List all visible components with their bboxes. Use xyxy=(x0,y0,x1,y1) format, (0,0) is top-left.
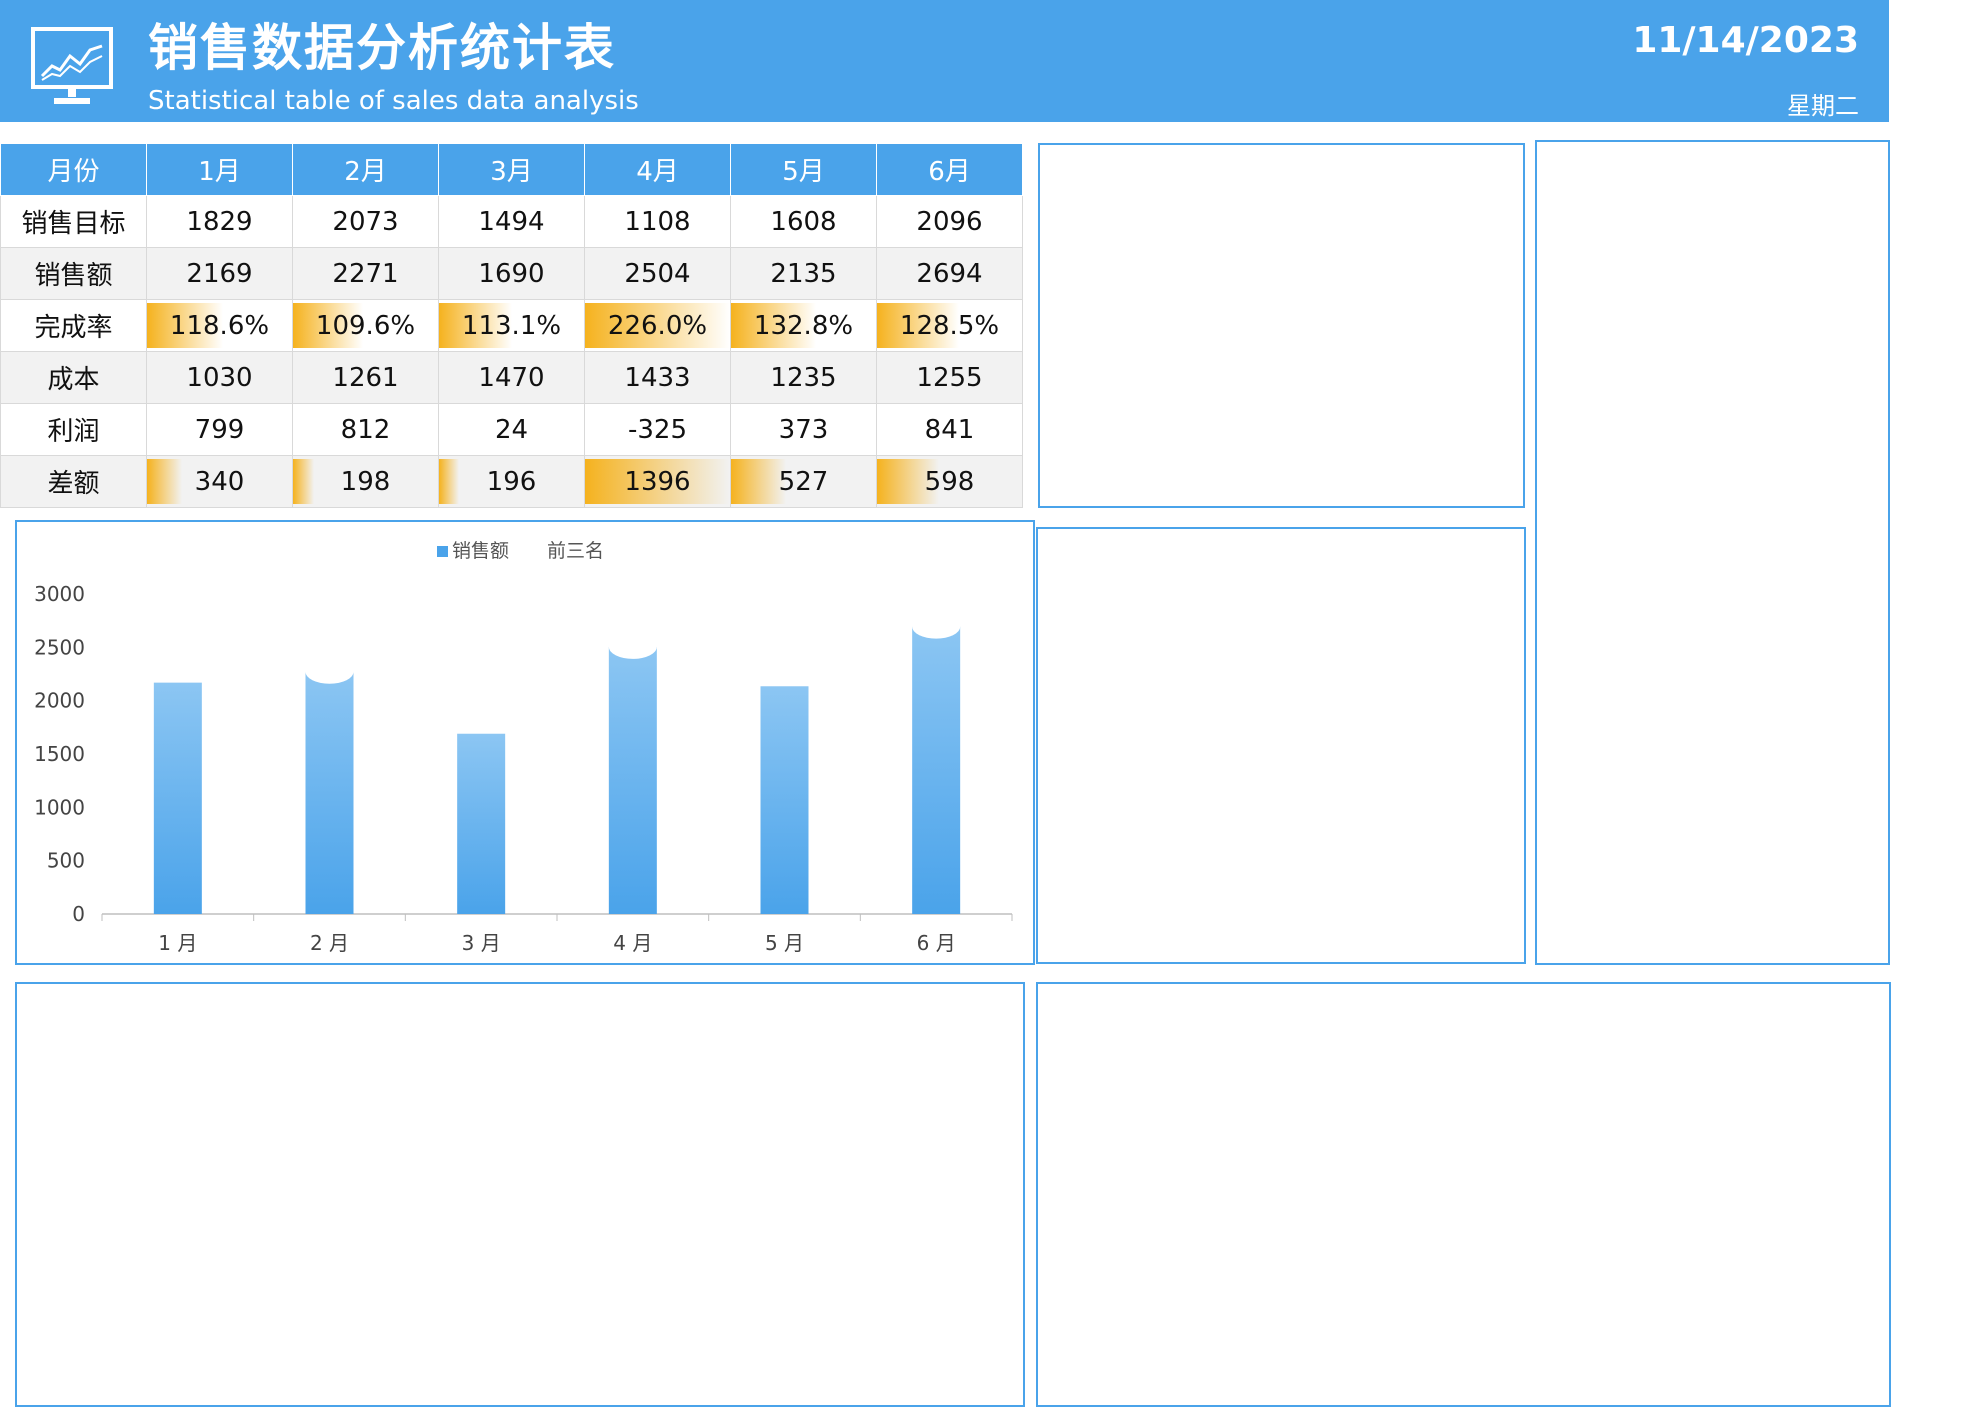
top3-marker xyxy=(305,659,354,684)
table-row: 利润 799 812 24 -325 373 841 xyxy=(0,403,1023,456)
x-tick-label: 1 月 xyxy=(158,931,197,955)
table-cell: 2096 xyxy=(876,195,1023,248)
cost-profit-panel xyxy=(1036,982,1891,1407)
profit-donut-panel xyxy=(1036,527,1526,964)
x-tick-label: 2 月 xyxy=(310,931,349,955)
row-label: 完成率 xyxy=(0,299,147,352)
table-header-month: 月份 xyxy=(0,143,147,196)
table-cell: 1108 xyxy=(584,195,731,248)
table-cell: 1235 xyxy=(730,351,877,404)
y-tick-label: 1500 xyxy=(34,742,85,766)
bar xyxy=(608,646,657,914)
top3-marker xyxy=(912,614,961,639)
x-tick-label: 4 月 xyxy=(613,931,652,955)
sales-bar-chart: 销售额 前三名 0 500 1000 1500 2000 2500 3000 1 月 2 月 3 月 4… xyxy=(34,540,1013,955)
y-tick-label: 0 xyxy=(72,902,85,926)
table-cell-databar: 132.8% xyxy=(730,299,877,352)
table-cell: 1261 xyxy=(292,351,439,404)
table-cell: 24 xyxy=(438,403,585,456)
table-row: 差额 340 198 196 1396 527 598 xyxy=(0,455,1023,508)
table-cell: 1690 xyxy=(438,247,585,300)
page-subtitle: Statistical table of sales data analysis xyxy=(148,86,639,116)
legend-label: 前三名 xyxy=(547,540,604,562)
bar xyxy=(457,733,506,914)
y-tick-label: 1000 xyxy=(34,795,85,819)
y-tick-label: 2500 xyxy=(34,635,85,659)
table-header-cell: 5月 xyxy=(730,143,877,196)
table-cell: 2694 xyxy=(876,247,1023,300)
table-header-cell: 1月 xyxy=(146,143,293,196)
top3-marker xyxy=(608,634,657,659)
row-label: 差额 xyxy=(0,455,147,508)
y-tick-label: 500 xyxy=(47,849,85,873)
table-cell: 1494 xyxy=(438,195,585,248)
table-header-cell: 3月 xyxy=(438,143,585,196)
table-header-cell: 4月 xyxy=(584,143,731,196)
table-cell-databar: 198 xyxy=(292,455,439,508)
table-cell-databar: 1396 xyxy=(584,455,731,508)
table-cell: 1255 xyxy=(876,351,1023,404)
sales-bar-panel: 销售额 前三名 0 500 1000 1500 2000 2500 3000 1 月 2 月 3 月 4… xyxy=(15,520,1035,965)
table-row: 完成率 118.6% 109.6% 113.1% 226.0% 132.8% 1… xyxy=(0,299,1023,352)
weekday-label: 星期二 xyxy=(1787,92,1859,120)
legend-swatch xyxy=(437,546,448,557)
table-cell: 1470 xyxy=(438,351,585,404)
table-cell: 2271 xyxy=(292,247,439,300)
table-row: 销售额 2169 2271 1690 2504 2135 2694 xyxy=(0,247,1023,300)
table-row: 销售目标 1829 2073 1494 1108 1608 2096 xyxy=(0,195,1023,248)
table-cell-databar: 113.1% xyxy=(438,299,585,352)
row-label: 利润 xyxy=(0,403,147,456)
sales-data-table: 月份 1月 2月 3月 4月 5月 6月 销售目标 1829 2073 1494… xyxy=(0,143,1023,508)
row-label: 成本 xyxy=(0,351,147,404)
y-tick-label: 3000 xyxy=(34,582,85,606)
table-cell: 2135 xyxy=(730,247,877,300)
table-cell: 1030 xyxy=(146,351,293,404)
table-cell: 841 xyxy=(876,403,1023,456)
legend-label: 销售额 xyxy=(452,540,509,562)
sales-donut-panel xyxy=(1038,143,1525,508)
monitor-chart-icon xyxy=(31,27,113,104)
table-cell-databar: 226.0% xyxy=(584,299,731,352)
bar xyxy=(153,682,202,914)
table-header-cell: 6月 xyxy=(876,143,1023,196)
table-cell: 373 xyxy=(730,403,877,456)
table-cell: 2504 xyxy=(584,247,731,300)
bar xyxy=(305,671,354,914)
bar xyxy=(912,626,961,914)
header-banner: 销售数据分析统计表 Statistical table of sales dat… xyxy=(0,0,1889,122)
x-tick-label: 3 月 xyxy=(462,931,501,955)
date-label: 11/14/2023 xyxy=(1632,20,1859,61)
y-tick-label: 2000 xyxy=(34,689,85,713)
row-label: 销售额 xyxy=(0,247,147,300)
table-cell-databar: 118.6% xyxy=(146,299,293,352)
diff-bar-panel xyxy=(1535,140,1890,965)
table-cell-databar: 340 xyxy=(146,455,293,508)
table-cell: 799 xyxy=(146,403,293,456)
sales-analysis-panel xyxy=(15,982,1025,1407)
table-cell-databar: 196 xyxy=(438,455,585,508)
table-cell-databar: 527 xyxy=(730,455,877,508)
table-cell: 2073 xyxy=(292,195,439,248)
x-tick-label: 6 月 xyxy=(917,931,956,955)
table-cell: 1829 xyxy=(146,195,293,248)
table-row: 成本 1030 1261 1470 1433 1235 1255 xyxy=(0,351,1023,404)
table-cell-databar: 598 xyxy=(876,455,1023,508)
table-cell-databar: 128.5% xyxy=(876,299,1023,352)
table-cell: 1608 xyxy=(730,195,877,248)
table-header-row: 月份 1月 2月 3月 4月 5月 6月 xyxy=(0,143,1023,196)
table-header-cell: 2月 xyxy=(292,143,439,196)
row-label: 销售目标 xyxy=(0,195,147,248)
page-title: 销售数据分析统计表 xyxy=(148,19,616,77)
table-cell: -325 xyxy=(584,403,731,456)
bar xyxy=(760,686,809,914)
x-tick-label: 5 月 xyxy=(765,931,804,955)
table-cell: 2169 xyxy=(146,247,293,300)
table-cell: 1433 xyxy=(584,351,731,404)
table-cell: 812 xyxy=(292,403,439,456)
table-cell-databar: 109.6% xyxy=(292,299,439,352)
